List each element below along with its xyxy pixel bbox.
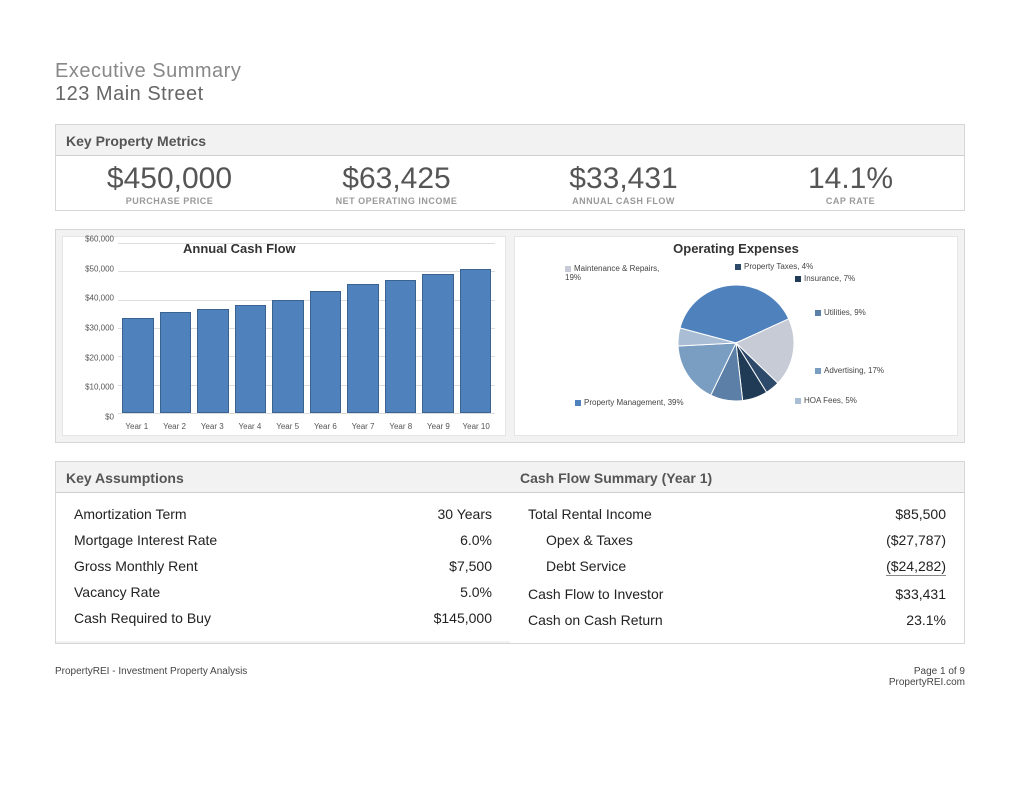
row-value: 5.0% xyxy=(460,584,492,600)
row-value: $145,000 xyxy=(434,610,492,626)
table-row: Debt Service ($24,282) xyxy=(510,553,964,581)
table-row: Amortization Term 30 Years xyxy=(56,501,510,527)
pie-legend-item: Advertising, 17% xyxy=(815,367,884,376)
pie-legend-item: HOA Fees, 5% xyxy=(795,397,857,406)
pie-legend-item: Property Management, 39% xyxy=(575,399,684,408)
row-value: 23.1% xyxy=(906,612,946,628)
metric-label: ANNUAL CASH FLOW xyxy=(510,196,737,206)
row-value: $33,431 xyxy=(895,586,946,602)
bar-xtick-label: Year 5 xyxy=(269,422,307,431)
footer-site: PropertyREI.com xyxy=(889,677,965,688)
row-value: $7,500 xyxy=(449,558,492,574)
row-value: 6.0% xyxy=(460,532,492,548)
row-label: Cash Required to Buy xyxy=(74,610,211,626)
page-footer: PropertyREI - Investment Property Analys… xyxy=(55,666,965,688)
bar-ytick-label: $50,000 xyxy=(85,264,114,273)
bar xyxy=(460,269,492,414)
metric: $450,000PURCHASE PRICE xyxy=(56,162,283,206)
row-label: Cash on Cash Return xyxy=(528,612,663,628)
bar-xtick-label: Year 2 xyxy=(156,422,194,431)
bar xyxy=(347,284,379,413)
bar-xtick-label: Year 7 xyxy=(344,422,382,431)
pie-legend-item: Utilities, 9% xyxy=(815,309,866,318)
row-value: 30 Years xyxy=(438,506,493,522)
footer-left: PropertyREI - Investment Property Analys… xyxy=(55,666,247,688)
row-label: Debt Service xyxy=(528,558,626,576)
metrics-row: $450,000PURCHASE PRICE$63,425NET OPERATI… xyxy=(56,156,964,210)
metric-value: $450,000 xyxy=(56,162,283,196)
metric: $63,425NET OPERATING INCOME xyxy=(283,162,510,206)
assumptions-column: Key Assumptions Amortization Term 30 Year… xyxy=(56,462,510,643)
table-row: Gross Monthly Rent $7,500 xyxy=(56,553,510,579)
row-label: Gross Monthly Rent xyxy=(74,558,198,574)
row-label: Cash Flow to Investor xyxy=(528,586,663,602)
bar xyxy=(122,318,154,413)
row-label: Amortization Term xyxy=(74,506,187,522)
metric-value: $33,431 xyxy=(510,162,737,196)
pie-chart: Operating Expenses Maintenance & Repairs… xyxy=(514,236,958,436)
pie-legend-item: Property Taxes, 4% xyxy=(735,263,813,272)
row-value: ($24,282) xyxy=(886,558,946,576)
bar-xtick-label: Year 1 xyxy=(118,422,156,431)
row-label: Mortgage Interest Rate xyxy=(74,532,217,548)
bar-ytick-label: $0 xyxy=(105,413,114,422)
bar-ytick-label: $60,000 xyxy=(85,235,114,244)
bar-chart: Annual Cash Flow $0$10,000$20,000$30,000… xyxy=(62,236,506,436)
row-value: $85,500 xyxy=(895,506,946,522)
bottom-panel: Key Assumptions Amortization Term 30 Year… xyxy=(55,461,965,644)
metric: 14.1%CAP RATE xyxy=(737,162,964,206)
bar-xtick-label: Year 3 xyxy=(193,422,231,431)
bar-xtick-label: Year 10 xyxy=(457,422,495,431)
table-row: Cash Required to Buy $145,000 xyxy=(56,605,510,631)
metric-label: PURCHASE PRICE xyxy=(56,196,283,206)
cashflow-column: Cash Flow Summary (Year 1) Total Rental … xyxy=(510,462,964,643)
key-metrics-panel: Key Property Metrics $450,000PURCHASE PR… xyxy=(55,124,965,211)
table-row: Mortgage Interest Rate 6.0% xyxy=(56,527,510,553)
bar xyxy=(197,309,229,413)
bar-ytick-label: $10,000 xyxy=(85,383,114,392)
pie-chart-title: Operating Expenses xyxy=(515,241,957,256)
table-row: Vacancy Rate 5.0% xyxy=(56,579,510,605)
table-row: Cash Flow to Investor $33,431 xyxy=(510,581,964,607)
row-value: ($27,787) xyxy=(886,532,946,548)
bar-ytick-label: $20,000 xyxy=(85,353,114,362)
bar xyxy=(310,291,342,413)
table-row: Opex & Taxes ($27,787) xyxy=(510,527,964,553)
metric-label: NET OPERATING INCOME xyxy=(283,196,510,206)
metric-label: CAP RATE xyxy=(737,196,964,206)
footer-page: Page 1 of 9 xyxy=(889,666,965,677)
pie-legend-item: Maintenance & Repairs, 19% xyxy=(565,265,675,283)
bar xyxy=(385,280,417,413)
cashflow-heading: Cash Flow Summary (Year 1) xyxy=(510,462,964,493)
metric-value: $63,425 xyxy=(283,162,510,196)
bar-ytick-label: $40,000 xyxy=(85,294,114,303)
row-label: Total Rental Income xyxy=(528,506,652,522)
assumptions-heading: Key Assumptions xyxy=(56,462,510,493)
table-row: Total Rental Income $85,500 xyxy=(510,501,964,527)
pie-svg xyxy=(678,285,794,401)
bar-xtick-label: Year 8 xyxy=(382,422,420,431)
charts-panel: Annual Cash Flow $0$10,000$20,000$30,000… xyxy=(55,229,965,443)
bar xyxy=(272,300,304,413)
page-title: Executive Summary xyxy=(55,60,965,83)
row-label: Vacancy Rate xyxy=(74,584,160,600)
pie-legend-item: Insurance, 7% xyxy=(795,275,855,284)
key-metrics-heading: Key Property Metrics xyxy=(56,125,964,156)
bar-ytick-label: $30,000 xyxy=(85,324,114,333)
bar-xtick-label: Year 9 xyxy=(420,422,458,431)
bar-xtick-label: Year 4 xyxy=(231,422,269,431)
bar xyxy=(160,312,192,413)
table-row: Cash on Cash Return 23.1% xyxy=(510,607,964,633)
bar xyxy=(422,274,454,413)
page-subtitle: 123 Main Street xyxy=(55,83,965,106)
row-label: Opex & Taxes xyxy=(528,532,633,548)
bar xyxy=(235,305,267,413)
bar-xtick-label: Year 6 xyxy=(307,422,345,431)
metric: $33,431ANNUAL CASH FLOW xyxy=(510,162,737,206)
metric-value: 14.1% xyxy=(737,162,964,196)
